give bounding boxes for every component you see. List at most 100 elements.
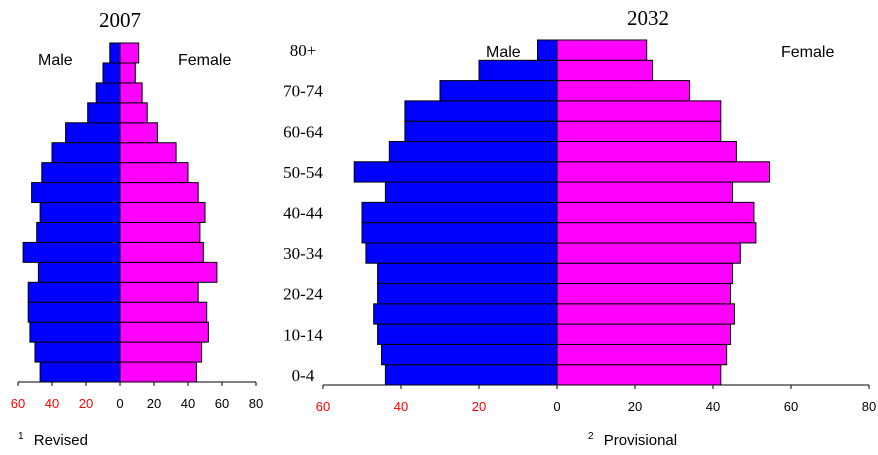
footnote-revised-sup: 1 bbox=[18, 431, 24, 442]
age-label-7: 10-14 bbox=[283, 325, 323, 344]
female-label-2007: Female bbox=[178, 52, 231, 69]
bar-female-2007-10 bbox=[119, 162, 189, 184]
male-label-2007: Male bbox=[38, 52, 73, 69]
tick-label-2007-0: 60 bbox=[11, 396, 25, 411]
bar-female-2007-5 bbox=[119, 261, 218, 283]
bar-male-2032-13 bbox=[404, 100, 558, 122]
bar-male-2007-5 bbox=[37, 261, 121, 283]
bar-male-2007-8 bbox=[39, 202, 121, 223]
bar-male-2007-6 bbox=[22, 241, 121, 263]
bar-male-2007-0 bbox=[39, 361, 121, 383]
bar-female-2007-3 bbox=[119, 301, 208, 323]
x-axis-2007: 60 40 20 0 20 40 60 80 bbox=[11, 43, 263, 411]
footnote-provisional-text: Provisional bbox=[604, 432, 677, 449]
bars-2032 bbox=[353, 39, 771, 386]
bar-female-2032-16 bbox=[556, 39, 648, 61]
bar-male-2032-5 bbox=[377, 262, 558, 285]
bar-female-2007-9 bbox=[119, 182, 199, 204]
bar-male-2007-12 bbox=[65, 122, 121, 144]
bar-male-2032-7 bbox=[361, 222, 558, 244]
bar-male-2032-0 bbox=[384, 364, 558, 386]
bar-male-2032-15 bbox=[478, 59, 558, 82]
bar-male-2007-16 bbox=[109, 42, 121, 64]
bar-female-2032-10 bbox=[556, 161, 771, 183]
bar-female-2032-7 bbox=[556, 222, 757, 244]
tick-label-2032-7: 80 bbox=[862, 399, 876, 414]
bar-female-2007-16 bbox=[119, 42, 140, 64]
bar-female-2007-1 bbox=[119, 341, 203, 363]
bar-female-2007-2 bbox=[119, 321, 209, 343]
age-label-1: 70-74 bbox=[283, 82, 323, 101]
tick-label-2032-1: 40 bbox=[394, 399, 408, 414]
tick-label-2007-3: 0 bbox=[116, 396, 123, 411]
tick-label-2032-6: 60 bbox=[784, 399, 798, 414]
bar-male-2007-4 bbox=[27, 281, 121, 303]
footnote-provisional-sup: 2 bbox=[588, 431, 594, 442]
bar-male-2032-1 bbox=[381, 343, 558, 366]
tick-label-2007-7: 80 bbox=[249, 396, 263, 411]
bar-male-2007-14 bbox=[95, 82, 121, 104]
tick-label-2007-2: 20 bbox=[79, 396, 93, 411]
bar-male-2032-14 bbox=[439, 80, 558, 102]
bar-male-2032-11 bbox=[388, 140, 558, 163]
tick-label-2007-1: 40 bbox=[45, 396, 59, 411]
bar-female-2032-8 bbox=[556, 201, 755, 224]
bar-male-2007-11 bbox=[51, 142, 121, 164]
bar-male-2007-13 bbox=[87, 102, 121, 124]
x-axis-2032: 60 40 20 0 20 40 60 80 bbox=[316, 40, 876, 414]
bar-female-2007-6 bbox=[119, 241, 204, 263]
bar-female-2032-3 bbox=[556, 303, 735, 325]
tick-label-2007-4: 20 bbox=[147, 396, 161, 411]
bar-male-2032-6 bbox=[365, 242, 558, 264]
bar-female-2007-4 bbox=[119, 281, 199, 303]
age-label-4: 40-44 bbox=[283, 204, 323, 223]
bar-male-2007-2 bbox=[29, 321, 121, 343]
footnote-revised: 1 Revised bbox=[18, 426, 88, 449]
age-label-5: 30-34 bbox=[283, 244, 323, 263]
bar-female-2032-0 bbox=[556, 364, 722, 386]
tick-label-2007-5: 40 bbox=[181, 396, 195, 411]
bar-male-2032-8 bbox=[361, 201, 558, 224]
tick-label-2032-3: 0 bbox=[553, 399, 560, 414]
age-label-3: 50-54 bbox=[283, 163, 323, 182]
bar-female-2007-12 bbox=[119, 122, 158, 144]
bar-male-2007-3 bbox=[27, 301, 121, 323]
bar-female-2032-9 bbox=[556, 181, 733, 203]
male-label-2032: Male bbox=[486, 44, 521, 61]
bar-male-2032-4 bbox=[377, 283, 558, 305]
bar-female-2007-14 bbox=[119, 82, 143, 104]
bar-male-2032-16 bbox=[537, 39, 558, 61]
age-label-0: 80+ bbox=[290, 41, 317, 60]
bar-female-2007-13 bbox=[119, 102, 148, 124]
bar-female-2007-0 bbox=[119, 361, 197, 383]
bar-male-2032-10 bbox=[353, 161, 558, 183]
age-group-labels: 80+ 70-74 60-64 50-54 40-44 30-34 20-24 10-14 0-… bbox=[283, 41, 323, 385]
bar-male-2032-2 bbox=[377, 323, 558, 345]
bar-male-2007-1 bbox=[34, 341, 121, 363]
bar-male-2032-3 bbox=[373, 303, 558, 325]
bar-male-2007-10 bbox=[41, 162, 121, 184]
bar-female-2007-8 bbox=[119, 202, 206, 223]
tick-label-2032-4: 20 bbox=[628, 399, 642, 414]
chart-title-2032: 2032 bbox=[627, 6, 669, 30]
tick-label-2032-2: 20 bbox=[472, 399, 486, 414]
bar-female-2032-12 bbox=[556, 120, 722, 142]
bar-female-2032-1 bbox=[556, 343, 728, 366]
tick-label-2007-6: 60 bbox=[215, 396, 229, 411]
bar-female-2032-2 bbox=[556, 323, 732, 345]
female-label-2032: Female bbox=[781, 44, 834, 61]
bar-female-2007-11 bbox=[119, 142, 177, 164]
bar-male-2007-15 bbox=[102, 62, 121, 84]
age-label-8: 0-4 bbox=[292, 366, 315, 385]
bar-female-2032-15 bbox=[556, 59, 654, 82]
bar-female-2032-5 bbox=[556, 262, 733, 285]
bar-female-2032-6 bbox=[556, 242, 741, 264]
bar-male-2007-7 bbox=[36, 221, 121, 243]
age-label-6: 20-24 bbox=[283, 285, 323, 304]
bar-female-2032-11 bbox=[556, 140, 737, 163]
tick-label-2032-5: 40 bbox=[706, 399, 720, 414]
age-label-2: 60-64 bbox=[283, 122, 323, 141]
bar-male-2007-9 bbox=[31, 182, 121, 204]
footnote-revised-text: Revised bbox=[34, 432, 88, 449]
bar-female-2007-7 bbox=[119, 221, 201, 243]
